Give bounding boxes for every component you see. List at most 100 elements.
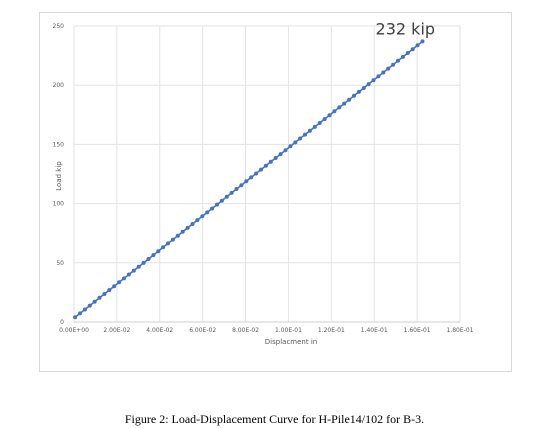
x-tick-label: 1.60E-01: [404, 327, 431, 334]
data-point: [180, 229, 185, 234]
data-point: [312, 124, 317, 129]
data-point: [82, 307, 87, 312]
x-tick-label: 1.40E-01: [361, 327, 388, 334]
data-point: [263, 163, 268, 168]
data-point: [136, 264, 141, 269]
y-tick-label: 0: [60, 319, 64, 326]
data-point: [122, 276, 126, 281]
x-tick-label: 1.80E-01: [447, 327, 474, 334]
data-point: [391, 62, 396, 67]
x-tick-label: 4.00E-02: [146, 327, 173, 334]
y-tick-label: 150: [53, 141, 65, 148]
data-point: [303, 132, 307, 137]
horizontal-gridlines: [74, 25, 460, 323]
data-point: [146, 257, 151, 261]
data-point: [73, 315, 78, 320]
data-point: [200, 214, 205, 219]
data-point: [219, 198, 224, 203]
data-point: [92, 299, 97, 304]
y-tick-label: 100: [53, 201, 65, 208]
data-point: [259, 167, 263, 172]
data-point: [410, 47, 415, 52]
data-point: [337, 105, 342, 110]
data-point: [317, 121, 322, 125]
data-point: [396, 58, 400, 63]
x-tick-label: 1.20E-01: [318, 327, 345, 334]
data-point: [78, 311, 82, 316]
y-axis-tick-labels: 0 50 100 150 200 250: [53, 23, 65, 326]
data-point: [352, 93, 356, 98]
data-point: [415, 43, 420, 48]
series-markers: [73, 39, 425, 320]
data-point: [141, 260, 146, 265]
y-tick-label: 50: [56, 260, 64, 267]
data-point: [107, 288, 112, 293]
data-point: [371, 78, 376, 83]
y-tick-label: 200: [53, 82, 65, 89]
data-point: [234, 187, 239, 191]
data-point: [420, 39, 425, 44]
data-point: [342, 101, 347, 106]
data-point: [400, 54, 405, 59]
data-point: [361, 86, 366, 90]
data-point: [307, 128, 312, 133]
data-point: [156, 249, 161, 254]
data-point: [161, 245, 166, 250]
data-point: [87, 303, 92, 308]
data-point: [366, 82, 371, 87]
data-point: [151, 253, 156, 258]
data-point: [166, 241, 170, 246]
y-tick-label: 250: [53, 23, 65, 30]
data-point: [97, 295, 102, 300]
series-line: [74, 40, 423, 318]
data-point: [190, 222, 195, 226]
data-point: [244, 179, 249, 184]
data-point: [215, 202, 219, 207]
x-tick-label: 0.00E+00: [59, 327, 89, 334]
data-point: [283, 148, 288, 153]
x-tick-label: 6.00E-02: [189, 327, 216, 334]
data-point: [347, 97, 352, 102]
data-point: [210, 206, 215, 211]
figure-caption: Figure 2: Load-Displacement Curve for H-…: [124, 412, 425, 426]
chart-frame: [39, 12, 512, 372]
data-point: [131, 268, 136, 273]
peak-load-annotation: 232 kip: [376, 19, 436, 38]
data-point: [195, 218, 200, 223]
data-point: [126, 272, 131, 277]
data-point: [278, 152, 283, 157]
vertical-gridlines: [73, 26, 461, 322]
data-point: [239, 183, 244, 188]
data-point: [298, 136, 303, 141]
x-axis-title: Displacment in: [265, 338, 317, 346]
data-point: [405, 51, 410, 55]
data-point: [376, 74, 381, 79]
y-axis-title: Load kip: [55, 161, 63, 191]
data-point: [205, 210, 210, 215]
data-point: [254, 171, 259, 176]
x-tick-label: 8.00E-02: [232, 327, 259, 334]
data-point: [229, 190, 234, 195]
data-point: [322, 117, 327, 122]
data-point: [224, 194, 229, 199]
data-point: [185, 225, 190, 230]
data-point: [112, 284, 117, 289]
data-point: [249, 175, 254, 180]
data-point: [170, 237, 175, 242]
x-tick-label: 2.00E-02: [103, 327, 130, 334]
data-point: [332, 109, 337, 114]
data-point: [268, 159, 273, 164]
data-point: [381, 70, 386, 75]
x-axis-tick-labels: 0.00E+00 2.00E-02 4.00E-02 6.00E-02 8.00E-02…: [59, 327, 474, 334]
data-point: [327, 113, 332, 118]
data-point: [273, 156, 278, 160]
data-point: [175, 233, 180, 238]
data-point: [386, 66, 391, 71]
data-point: [288, 144, 293, 149]
data-point: [293, 140, 298, 145]
data-point: [356, 89, 361, 94]
data-point: [102, 292, 107, 296]
data-point: [117, 280, 122, 285]
x-tick-label: 1.00E-01: [275, 327, 302, 334]
